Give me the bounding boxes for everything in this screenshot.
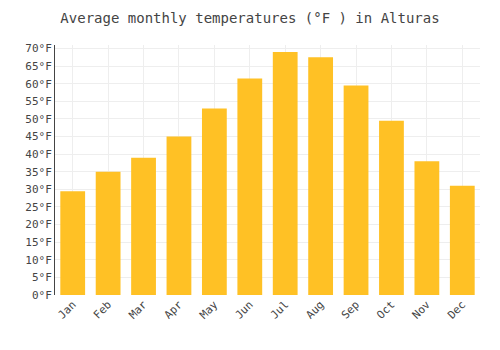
svg-text:15°F: 15°F (25, 236, 52, 249)
svg-text:Jun: Jun (233, 298, 256, 321)
svg-text:10°F: 10°F (25, 254, 52, 267)
svg-text:60°F: 60°F (25, 78, 52, 91)
svg-text:20°F: 20°F (25, 218, 52, 231)
svg-text:35°F: 35°F (25, 166, 52, 179)
svg-text:Average monthly temperatures (: Average monthly temperatures (°F ) in Al… (60, 10, 439, 26)
svg-text:Dec: Dec (445, 298, 468, 321)
svg-text:Nov: Nov (410, 298, 434, 322)
svg-text:25°F: 25°F (25, 201, 52, 214)
svg-text:55°F: 55°F (25, 95, 52, 108)
svg-text:Aug: Aug (303, 298, 326, 321)
svg-text:May: May (197, 298, 221, 322)
svg-text:50°F: 50°F (25, 113, 52, 126)
svg-text:40°F: 40°F (25, 148, 52, 161)
svg-text:Mar: Mar (126, 298, 150, 322)
svg-text:Oct: Oct (374, 298, 397, 321)
svg-text:Feb: Feb (91, 298, 114, 321)
svg-text:Jan: Jan (55, 298, 78, 321)
svg-text:0°F: 0°F (32, 289, 52, 302)
svg-text:70°F: 70°F (25, 42, 52, 55)
svg-text:30°F: 30°F (25, 183, 52, 196)
svg-text:Sep: Sep (339, 298, 362, 321)
svg-text:45°F: 45°F (25, 130, 52, 143)
svg-text:Apr: Apr (162, 298, 186, 322)
svg-text:65°F: 65°F (25, 60, 52, 73)
svg-text:Jul: Jul (268, 298, 291, 321)
svg-text:5°F: 5°F (32, 271, 52, 284)
